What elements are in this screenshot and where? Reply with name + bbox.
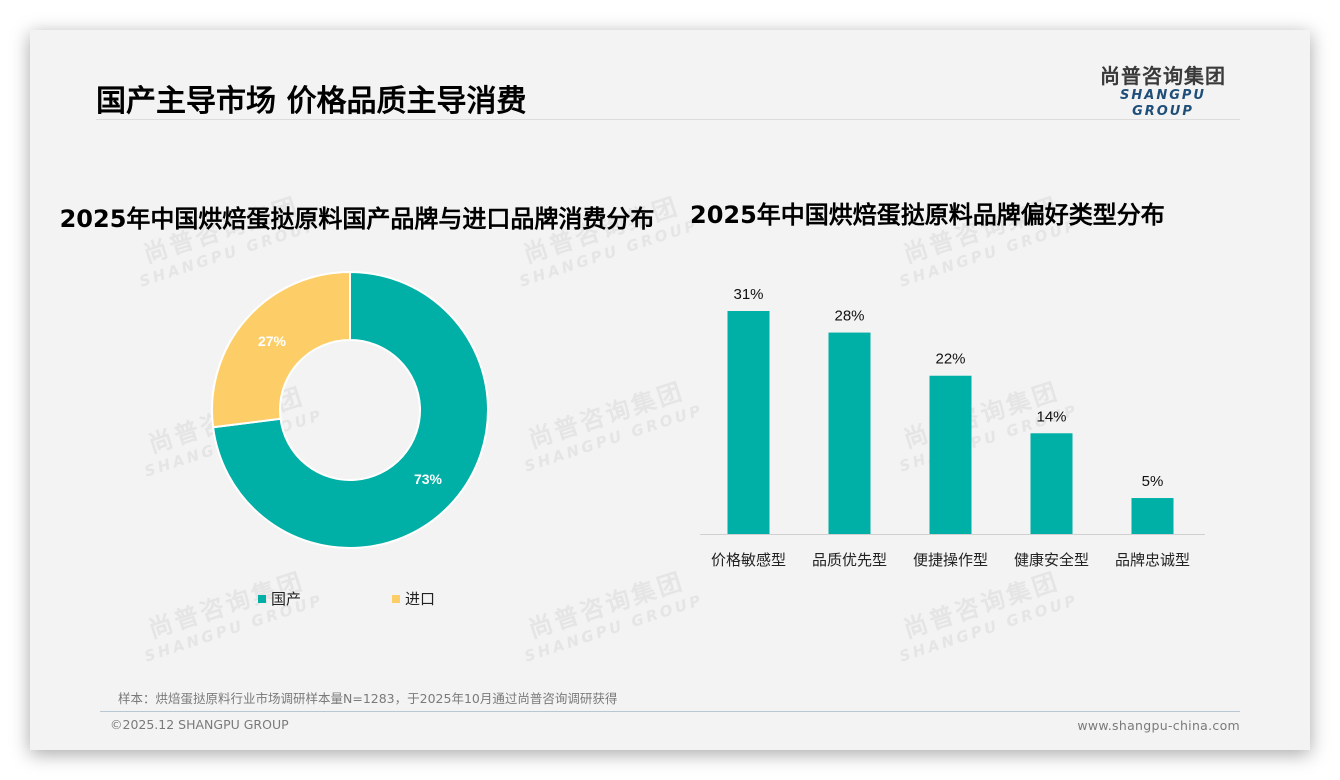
legend-label-domestic: 国产 <box>271 590 302 608</box>
bar-value-label: 31% <box>733 286 763 303</box>
bar-category-label: 价格敏感型 <box>711 551 786 569</box>
bar-chart: 31% 价格敏感型 28% 品质优先型 22% 便捷操作型 14% 健康安全型 5% 品牌忠诚型 <box>690 270 1220 580</box>
donut-data-label: 27% <box>258 333 287 349</box>
bar-chart-title: 2025年中国烘焙蛋挞原料品牌偏好类型分布 <box>690 201 1165 229</box>
footer-divider <box>100 711 1240 712</box>
bar-value-label: 22% <box>935 351 965 368</box>
bar <box>727 311 770 534</box>
donut-chart-svg: 73% 27% <box>211 270 489 549</box>
donut-segment-imported <box>211 270 351 429</box>
website-link[interactable]: www.shangpu-china.com <box>1077 718 1240 733</box>
bar-category-label: 健康安全型 <box>1014 551 1089 569</box>
legend-label-imported: 进口 <box>405 590 436 608</box>
legend-swatch-imported <box>392 594 400 603</box>
logo-cn-text: 尚普咨询集团 <box>1100 64 1226 88</box>
donut-chart-title: 2025年中国烘焙蛋挞原料国产品牌与进口品牌消费分布 <box>59 205 655 233</box>
legend-swatch-domestic <box>258 594 266 603</box>
company-logo: 尚普咨询集团 SHANGPU GROUP <box>1088 64 1238 120</box>
bar <box>1131 498 1174 534</box>
bar-value-label: 5% <box>1142 473 1164 490</box>
slide: 尚普咨询集团 SHANGPU GROUP 尚普咨询集团 SHANGPU GROUP … <box>30 30 1310 750</box>
bar-value-label: 14% <box>1036 408 1066 425</box>
header-divider <box>96 119 1240 120</box>
logo-en-text: SHANGPU GROUP <box>1120 88 1206 119</box>
donut-data-label: 73% <box>414 471 443 487</box>
bar <box>1030 433 1073 534</box>
bar-category-label: 品质优先型 <box>812 551 887 569</box>
copyright-text: ©2025.12 SHANGPU GROUP <box>110 717 289 732</box>
bar-category-label: 品牌忠诚型 <box>1115 551 1190 569</box>
legend-item-imported: 进口 <box>392 588 435 609</box>
donut-chart: 73% 27% <box>210 270 490 550</box>
page-title: 国产主导市场 价格品质主导消费 <box>96 84 527 119</box>
bar-category-label: 便捷操作型 <box>913 551 988 569</box>
sample-note: 样本：烘焙蛋挞原料行业市场调研样本量N=1283，于2025年10月通过尚普咨询… <box>118 691 618 706</box>
donut-segment-domestic <box>211 270 489 549</box>
bar-value-label: 28% <box>834 308 864 325</box>
bar <box>828 332 871 534</box>
bar-chart-svg: 31% 价格敏感型 28% 品质优先型 22% 便捷操作型 14% 健康安全型 5% 品牌忠诚型 <box>700 286 1205 569</box>
bar <box>929 375 972 534</box>
legend-item-domestic: 国产 <box>258 588 301 609</box>
